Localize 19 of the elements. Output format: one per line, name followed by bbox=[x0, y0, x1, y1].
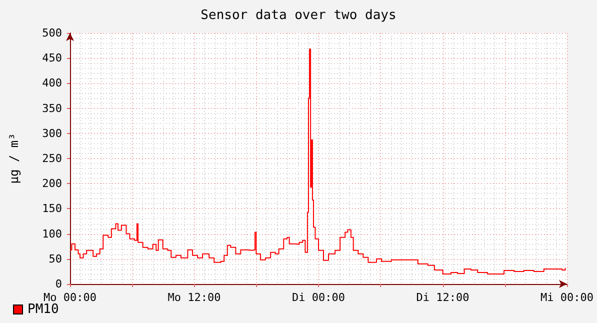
y-tick-label: 300 bbox=[42, 126, 62, 140]
y-tick-label: 450 bbox=[42, 52, 62, 65]
y-tick-label: 0 bbox=[55, 278, 62, 290]
y-tick-label: 50 bbox=[48, 252, 62, 266]
y-tick-label: 400 bbox=[42, 76, 62, 90]
y-tick-label: 500 bbox=[42, 26, 62, 40]
y-tick-label: 200 bbox=[42, 177, 62, 190]
chart-title: Sensor data over two days bbox=[200, 8, 396, 23]
y-tick-label: 250 bbox=[42, 152, 62, 165]
x-tick-label: Di 00:00 bbox=[292, 291, 345, 304]
y-axis-title: µg / m³ bbox=[7, 133, 21, 184]
x-tick-label: Di 12:00 bbox=[416, 291, 470, 304]
x-tick-label: Mo 00:00 bbox=[44, 291, 96, 304]
x-tick-label: Mi 00:00 bbox=[540, 291, 594, 304]
y-tick-label: 150 bbox=[42, 202, 62, 216]
x-tick-label: Mo 12:00 bbox=[168, 291, 221, 304]
legend-label: PM10 bbox=[28, 302, 59, 317]
y-tick-label: 350 bbox=[42, 102, 62, 115]
y-tick-label: 100 bbox=[42, 227, 62, 240]
